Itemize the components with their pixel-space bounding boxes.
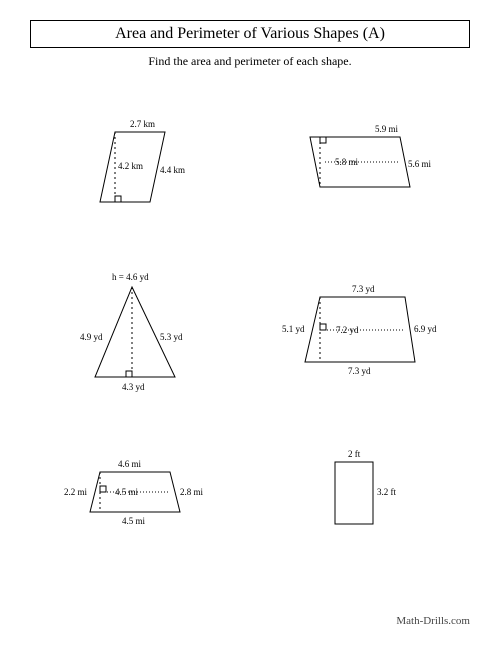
s1-side: 4.4 km xyxy=(160,165,185,175)
s5-height: 4.5 mi xyxy=(115,487,139,497)
s2-side: 5.6 mi xyxy=(408,159,432,169)
shape-trapezoid-1: 7.3 yd 5.1 yd 7.2 yd 6.9 yd 7.3 yd xyxy=(250,254,470,409)
s3-left: 4.9 yd xyxy=(80,332,103,342)
s1-height: 4.2 km xyxy=(118,161,143,171)
s4-right: 6.9 yd xyxy=(414,324,437,334)
s2-top: 5.9 mi xyxy=(375,124,399,134)
shapes-grid: 2.7 km 4.2 km 4.4 km 5.9 mi 5.8 mi 5.6 m… xyxy=(30,89,470,574)
s4-bottom: 7.3 yd xyxy=(348,366,371,376)
s2-height: 5.8 mi xyxy=(335,157,359,167)
page-title: Area and Perimeter of Various Shapes (A) xyxy=(30,20,470,48)
s4-top: 7.3 yd xyxy=(352,284,375,294)
s5-left: 2.2 mi xyxy=(64,487,88,497)
s6-side: 3.2 ft xyxy=(377,487,396,497)
footer-text: Math-Drills.com xyxy=(396,615,470,627)
shape-triangle: h = 4.6 yd 4.9 yd 5.3 yd 4.3 yd xyxy=(30,254,250,409)
shape-trapezoid-2: 4.6 mi 2.2 mi 4.5 mi 2.8 mi 4.5 mi xyxy=(30,419,250,574)
shape-parallelogram-2: 5.9 mi 5.8 mi 5.6 mi xyxy=(250,89,470,244)
s6-top: 2 ft xyxy=(348,449,361,459)
s1-top: 2.7 km xyxy=(130,119,155,129)
shape-parallelogram-1: 2.7 km 4.2 km 4.4 km xyxy=(30,89,250,244)
s4-left: 5.1 yd xyxy=(282,324,305,334)
shape-rectangle: 2 ft 3.2 ft xyxy=(250,419,470,574)
s3-right: 5.3 yd xyxy=(160,332,183,342)
s5-top: 4.6 mi xyxy=(118,459,142,469)
s3-h: h = 4.6 yd xyxy=(112,272,149,282)
s5-right: 2.8 mi xyxy=(180,487,204,497)
s3-base: 4.3 yd xyxy=(122,382,145,392)
instruction-text: Find the area and perimeter of each shap… xyxy=(30,54,470,69)
s4-height: 7.2 yd xyxy=(336,325,359,335)
s5-bottom: 4.5 mi xyxy=(122,516,146,526)
